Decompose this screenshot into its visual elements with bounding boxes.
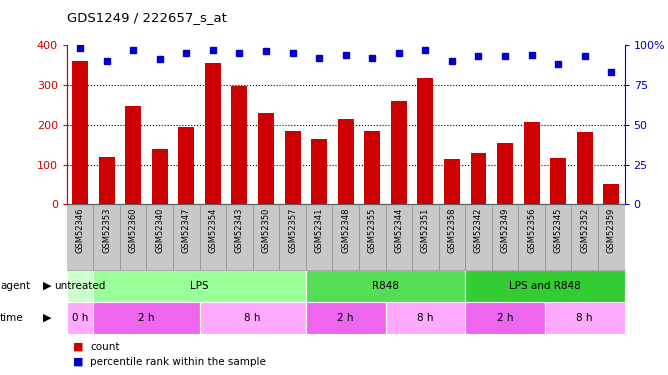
Text: LPS and R848: LPS and R848 bbox=[509, 281, 580, 291]
Text: GSM52357: GSM52357 bbox=[288, 208, 297, 253]
Bar bbox=[465, 302, 545, 334]
Bar bbox=[545, 302, 625, 334]
Text: GSM52358: GSM52358 bbox=[448, 208, 456, 253]
Text: R848: R848 bbox=[372, 281, 399, 291]
Bar bbox=[94, 270, 306, 302]
Text: 8 h: 8 h bbox=[576, 313, 593, 323]
Text: GSM52354: GSM52354 bbox=[208, 208, 217, 253]
Text: time: time bbox=[0, 313, 23, 323]
Text: ■: ■ bbox=[73, 357, 84, 367]
Text: ▶: ▶ bbox=[43, 281, 52, 291]
Text: GSM52351: GSM52351 bbox=[421, 208, 430, 253]
Bar bbox=[99, 157, 115, 204]
Bar bbox=[232, 86, 247, 204]
Text: GSM52353: GSM52353 bbox=[102, 208, 111, 253]
Bar bbox=[470, 153, 486, 204]
Bar bbox=[418, 78, 434, 204]
Text: 0 h: 0 h bbox=[72, 313, 88, 323]
Text: GSM52347: GSM52347 bbox=[182, 208, 191, 253]
Bar bbox=[285, 132, 301, 204]
Text: 2 h: 2 h bbox=[497, 313, 513, 323]
Bar bbox=[465, 270, 625, 302]
Text: 2 h: 2 h bbox=[138, 313, 155, 323]
Text: GSM52346: GSM52346 bbox=[75, 208, 85, 253]
Text: ■: ■ bbox=[73, 342, 84, 352]
Bar bbox=[576, 132, 593, 204]
Text: GSM52343: GSM52343 bbox=[235, 208, 244, 253]
Text: GSM52349: GSM52349 bbox=[500, 208, 510, 253]
Bar bbox=[67, 302, 94, 334]
Text: GSM52350: GSM52350 bbox=[261, 208, 271, 253]
Text: LPS: LPS bbox=[190, 281, 209, 291]
Bar bbox=[550, 158, 566, 204]
Text: percentile rank within the sample: percentile rank within the sample bbox=[90, 357, 266, 367]
Text: GSM52355: GSM52355 bbox=[368, 208, 377, 253]
Text: GSM52342: GSM52342 bbox=[474, 208, 483, 253]
Text: 2 h: 2 h bbox=[337, 313, 354, 323]
Text: agent: agent bbox=[0, 281, 30, 291]
Text: GSM52360: GSM52360 bbox=[129, 208, 138, 253]
Bar bbox=[306, 302, 385, 334]
Text: 8 h: 8 h bbox=[244, 313, 261, 323]
Text: GSM52356: GSM52356 bbox=[527, 208, 536, 253]
Bar bbox=[364, 132, 380, 204]
Text: GDS1249 / 222657_s_at: GDS1249 / 222657_s_at bbox=[67, 11, 226, 24]
Text: ▶: ▶ bbox=[43, 313, 52, 323]
Text: GSM52340: GSM52340 bbox=[155, 208, 164, 253]
Bar bbox=[258, 113, 274, 204]
Text: GSM52352: GSM52352 bbox=[580, 208, 589, 253]
Bar bbox=[444, 159, 460, 204]
Text: untreated: untreated bbox=[54, 281, 106, 291]
Bar bbox=[178, 127, 194, 204]
Bar bbox=[338, 119, 353, 204]
Text: count: count bbox=[90, 342, 120, 352]
Bar bbox=[311, 139, 327, 204]
Bar bbox=[524, 122, 540, 204]
Bar bbox=[72, 61, 88, 204]
Bar bbox=[603, 184, 619, 204]
Text: GSM52345: GSM52345 bbox=[554, 208, 562, 253]
Text: GSM52348: GSM52348 bbox=[341, 208, 350, 253]
Bar bbox=[200, 302, 306, 334]
Bar bbox=[205, 63, 221, 204]
Bar bbox=[94, 302, 200, 334]
Bar bbox=[385, 302, 465, 334]
Text: 8 h: 8 h bbox=[417, 313, 434, 323]
Bar bbox=[391, 101, 407, 204]
Bar bbox=[67, 270, 94, 302]
Bar bbox=[497, 143, 513, 204]
Bar bbox=[125, 106, 141, 204]
Bar bbox=[306, 270, 465, 302]
Text: GSM52341: GSM52341 bbox=[315, 208, 323, 253]
Bar bbox=[152, 149, 168, 204]
Text: GSM52344: GSM52344 bbox=[394, 208, 403, 253]
Text: GSM52359: GSM52359 bbox=[607, 208, 616, 253]
